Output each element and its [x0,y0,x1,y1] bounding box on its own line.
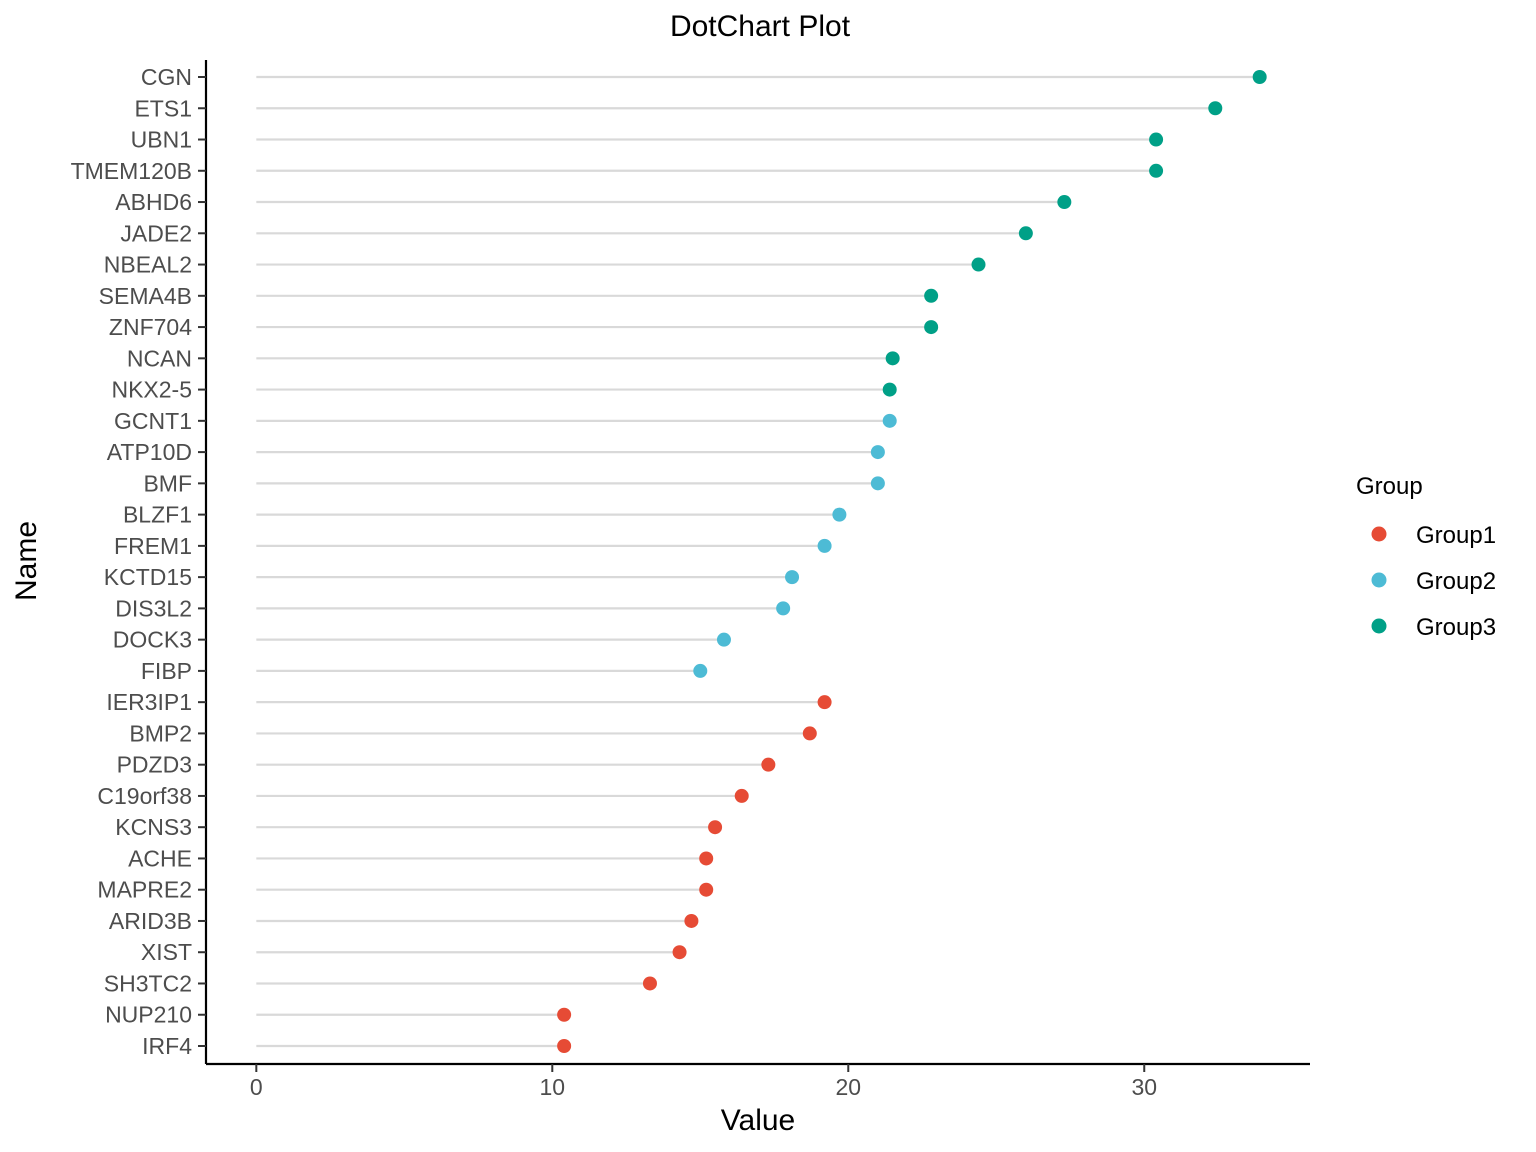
point-DIS3L2 [776,601,791,616]
segments-layer [256,75,1260,1048]
y-tick-label: GCNT1 [114,408,192,434]
y-tick-label: NKX2-5 [111,377,192,403]
point-NCAN [885,351,900,366]
point-XIST [672,945,687,960]
y-tick-label: JADE2 [120,220,192,246]
point-ACHE [699,851,714,866]
point-SEMA4B [924,288,939,303]
point-ABHD6 [1057,195,1072,210]
x-tick-label: 0 [250,1074,263,1100]
legend-key-Group3 [1371,618,1387,634]
point-FREM1 [817,538,832,553]
y-tick-label: XIST [141,939,192,965]
y-tick-label: PDZD3 [117,752,192,778]
y-tick-label: NBEAL2 [104,252,192,278]
y-tick-label: NUP210 [105,1002,192,1028]
point-BLZF1 [832,507,847,522]
point-ATP10D [870,445,885,460]
point-NKX2-5 [882,382,897,397]
legend-label-Group3: Group3 [1416,614,1496,641]
y-axis-title: Name [10,521,43,601]
y-tick-label: ETS1 [134,95,192,121]
y-tick-label: ARID3B [109,908,192,934]
y-tick-label: ABHD6 [115,189,192,215]
point-CGN [1252,70,1267,84]
point-PDZD3 [761,757,776,772]
y-tick-label: NCAN [127,345,192,371]
point-ETS1 [1208,101,1223,116]
y-tick-label: FREM1 [114,533,192,559]
y-tick-label: KCTD15 [104,564,192,590]
y-tick-label: TMEM120B [71,158,192,184]
y-axis: CGN ETS1 UBN1 TMEM120B ABHD6 JADE2 NBEAL2 SEMA4… [71,60,208,1064]
y-tick-label: DIS3L2 [115,595,192,621]
y-tick-label: MAPRE2 [97,877,192,903]
point-SH3TC2 [642,976,657,991]
y-tick-label: ZNF704 [109,314,192,340]
y-tick-label: IER3IP1 [106,689,192,715]
y-tick-label: ACHE [128,845,192,871]
point-DOCK3 [716,632,731,647]
point-ZNF704 [924,320,939,335]
y-tick-label: IRF4 [142,1033,192,1059]
y-tick-label: FIBP [141,658,192,684]
legend-key-Group2 [1371,572,1387,588]
x-axis-title: Value [721,1104,796,1137]
point-GCNT1 [882,413,897,428]
point-KCTD15 [785,570,800,585]
point-TMEM120B [1149,163,1164,178]
y-tick-label: KCNS3 [115,814,192,840]
point-BMF [870,476,885,491]
point-BMP2 [802,726,817,741]
x-axis: 0 10 20 30 [206,1062,1310,1100]
y-tick-label: UBN1 [131,127,192,153]
legend-key-Group1 [1371,526,1387,542]
y-tick-label: CGN [141,64,192,90]
x-tick-label: 10 [539,1074,565,1100]
x-tick-label: 20 [835,1074,861,1100]
y-tick-label: DOCK3 [113,627,192,653]
legend-label-Group1: Group1 [1416,522,1496,549]
y-tick-label: BMF [143,470,192,496]
point-FIBP [693,663,708,678]
point-MAPRE2 [699,882,714,897]
points-layer [557,70,1267,1053]
y-tick-label: BMP2 [129,720,192,746]
chart-title: DotChart Plot [670,10,851,43]
point-KCNS3 [708,820,723,835]
point-IRF4 [557,1039,572,1053]
point-NBEAL2 [971,257,986,272]
point-NUP210 [557,1007,572,1022]
y-tick-label: SH3TC2 [104,970,192,996]
y-tick-label: SEMA4B [99,283,192,309]
y-tick-label: ATP10D [107,439,192,465]
legend-title: Group [1356,473,1423,500]
y-tick-label: BLZF1 [123,502,192,528]
point-ARID3B [684,913,699,928]
point-C19orf38 [734,788,749,803]
legend: Group Group1 Group2 Group3 [1356,473,1496,641]
y-tick-label: C19orf38 [97,783,192,809]
point-JADE2 [1018,226,1033,241]
point-UBN1 [1149,132,1164,147]
x-tick-label: 30 [1131,1074,1157,1100]
point-IER3IP1 [817,695,832,710]
legend-label-Group2: Group2 [1416,568,1496,595]
